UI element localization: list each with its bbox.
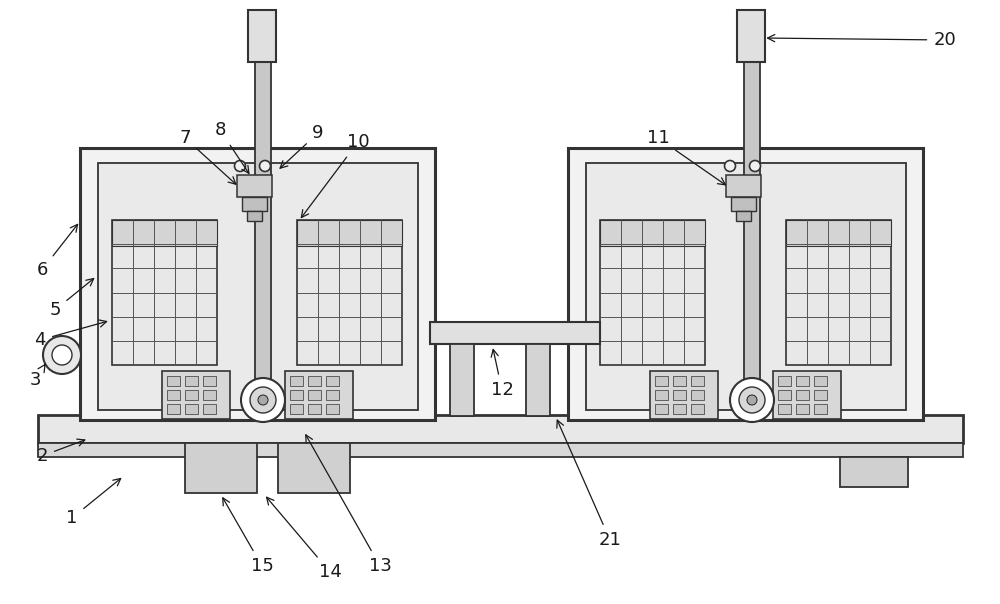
Bar xyxy=(726,175,761,197)
Circle shape xyxy=(724,161,736,172)
Bar xyxy=(290,390,303,400)
Bar xyxy=(203,404,216,414)
Bar xyxy=(814,390,827,400)
Bar xyxy=(526,344,550,416)
Bar xyxy=(691,390,704,400)
Text: 21: 21 xyxy=(557,420,621,549)
Bar xyxy=(737,10,765,62)
Bar xyxy=(786,220,891,246)
Text: 10: 10 xyxy=(301,133,369,217)
Circle shape xyxy=(241,378,285,422)
Circle shape xyxy=(234,161,246,172)
Bar xyxy=(778,404,791,414)
Bar xyxy=(600,220,705,246)
Bar xyxy=(255,20,271,420)
Bar xyxy=(796,404,809,414)
Bar xyxy=(297,220,402,365)
Bar xyxy=(814,376,827,386)
Bar xyxy=(796,390,809,400)
Text: 8: 8 xyxy=(214,121,249,173)
Bar xyxy=(308,390,321,400)
Bar xyxy=(326,404,339,414)
Bar xyxy=(655,404,668,414)
Circle shape xyxy=(52,345,72,365)
Bar xyxy=(185,390,198,400)
Bar xyxy=(308,404,321,414)
Bar xyxy=(600,220,705,365)
Circle shape xyxy=(250,387,276,413)
Text: 5: 5 xyxy=(49,278,94,319)
Bar xyxy=(290,376,303,386)
Bar xyxy=(786,220,891,365)
Bar xyxy=(80,148,435,420)
Bar xyxy=(796,376,809,386)
Bar xyxy=(185,443,257,493)
Bar xyxy=(290,404,303,414)
Bar xyxy=(278,443,350,493)
Bar xyxy=(237,175,272,197)
Text: 7: 7 xyxy=(179,129,236,184)
Circle shape xyxy=(730,378,774,422)
Bar xyxy=(248,10,276,62)
Bar xyxy=(167,376,180,386)
Bar xyxy=(778,390,791,400)
Bar xyxy=(162,371,230,419)
Bar xyxy=(112,220,217,365)
Bar xyxy=(731,197,756,211)
Bar xyxy=(673,376,686,386)
Bar xyxy=(203,376,216,386)
Bar xyxy=(167,404,180,414)
Bar xyxy=(297,220,402,246)
Bar xyxy=(247,211,262,221)
Circle shape xyxy=(260,161,270,172)
Text: 13: 13 xyxy=(306,435,391,575)
Bar xyxy=(38,415,963,443)
Bar xyxy=(586,163,906,410)
Bar xyxy=(185,404,198,414)
Text: 1: 1 xyxy=(66,478,121,527)
Text: 15: 15 xyxy=(223,498,273,575)
Bar xyxy=(691,376,704,386)
Bar xyxy=(98,163,418,410)
Bar xyxy=(655,390,668,400)
Bar xyxy=(112,220,217,246)
Text: 12: 12 xyxy=(491,350,513,399)
Bar xyxy=(326,376,339,386)
Text: 2: 2 xyxy=(36,439,85,465)
Bar xyxy=(203,390,216,400)
Circle shape xyxy=(747,395,757,405)
Bar xyxy=(38,443,963,457)
Bar xyxy=(778,376,791,386)
Bar xyxy=(744,20,760,420)
Text: 14: 14 xyxy=(267,497,341,581)
Bar xyxy=(326,390,339,400)
Bar xyxy=(568,148,923,420)
Text: 9: 9 xyxy=(280,124,324,168)
Bar xyxy=(814,404,827,414)
Circle shape xyxy=(750,161,761,172)
Bar xyxy=(308,376,321,386)
Bar xyxy=(736,211,751,221)
Circle shape xyxy=(258,395,268,405)
Bar xyxy=(242,197,267,211)
Bar xyxy=(773,371,841,419)
Bar xyxy=(167,390,180,400)
Bar xyxy=(450,344,474,416)
Text: 11: 11 xyxy=(647,129,725,185)
Bar xyxy=(655,376,668,386)
Bar xyxy=(673,404,686,414)
Bar xyxy=(673,390,686,400)
Text: 4: 4 xyxy=(34,320,107,349)
Bar xyxy=(285,371,353,419)
Text: 3: 3 xyxy=(29,364,45,389)
Circle shape xyxy=(43,336,81,374)
Circle shape xyxy=(739,387,765,413)
Bar xyxy=(691,404,704,414)
Text: 6: 6 xyxy=(36,225,78,279)
Text: 20: 20 xyxy=(768,31,956,49)
Bar xyxy=(650,371,718,419)
Bar xyxy=(840,457,908,487)
Bar xyxy=(430,322,600,344)
Bar xyxy=(185,376,198,386)
